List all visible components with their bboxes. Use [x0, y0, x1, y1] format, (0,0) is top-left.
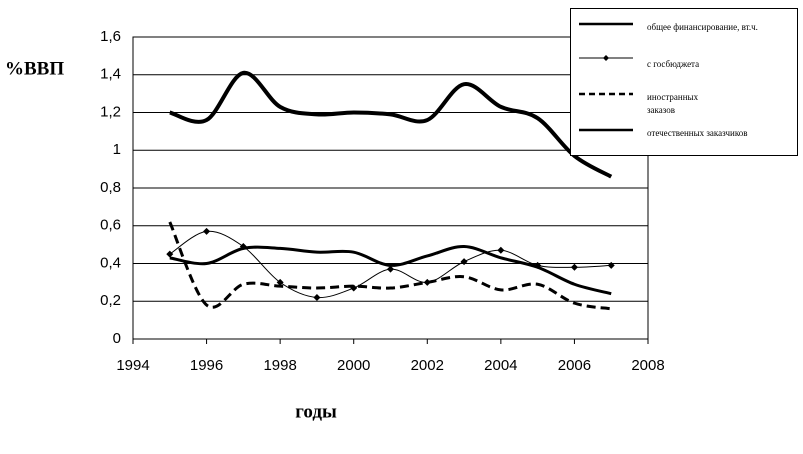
point-marker [460, 258, 468, 266]
point-marker [497, 246, 505, 254]
legend-label: отечественных заказчиков [647, 128, 748, 138]
x-tick-label: 2004 [484, 357, 517, 374]
legend-swatch [579, 92, 633, 96]
x-axis-label: годы [295, 401, 337, 422]
y-tick-label: 0,2 [100, 292, 121, 309]
x-tick-label: 2006 [558, 357, 591, 374]
x-tick-label: 1994 [116, 357, 149, 374]
plot-frame [132, 36, 649, 340]
point-marker [313, 293, 321, 301]
y-tick-label: 1,4 [100, 66, 121, 83]
legend-label: общее финансирование, вт.ч. [647, 22, 758, 32]
point-marker [387, 265, 394, 273]
y-tick-label: 1,6 [100, 28, 121, 45]
legend-marker [603, 55, 609, 61]
x-tick-label: 2008 [631, 357, 664, 374]
series-line [169, 70, 613, 179]
legend-label: с госбюджета [647, 59, 700, 69]
series-line [169, 245, 612, 296]
point-marker [276, 278, 284, 286]
y-tick-label: 0,4 [100, 254, 121, 271]
y-tick-label: 0,6 [100, 217, 121, 234]
x-tick-label: 2002 [411, 357, 444, 374]
y-tick-label: 0 [113, 330, 121, 347]
x-tick-label: 1996 [190, 357, 223, 374]
x-tick-label: 1998 [263, 357, 296, 374]
point-marker [166, 250, 174, 258]
point-marker [607, 261, 615, 269]
x-tick-label: 2000 [337, 357, 370, 374]
y-tick-label: 0,8 [100, 179, 121, 196]
legend-swatch [579, 22, 633, 26]
series-line [168, 221, 612, 311]
y-axis-label: %ВВП [5, 58, 64, 79]
y-tick-label: 1 [113, 141, 121, 158]
y-tick-label: 1,2 [100, 103, 121, 120]
point-marker [203, 227, 211, 235]
legend-swatch [579, 128, 633, 132]
legend: общее финансирование, вт.ч. с госбюджета и… [570, 8, 798, 156]
point-marker [570, 263, 578, 271]
legend-swatch [579, 55, 633, 61]
legend-label: иностранных заказов [647, 92, 699, 115]
